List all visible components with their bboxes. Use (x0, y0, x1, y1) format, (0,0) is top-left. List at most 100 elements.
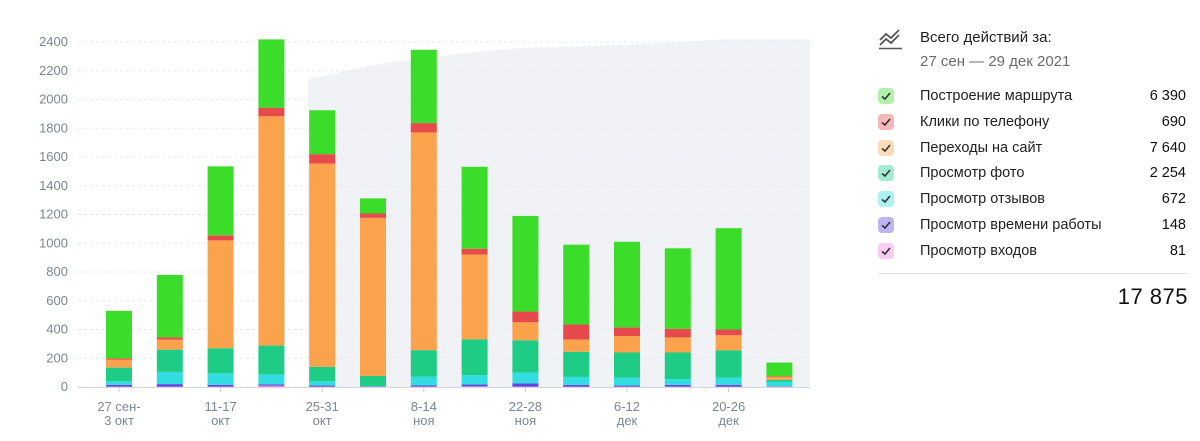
bar-segment (664, 328, 691, 338)
legend-label: Построение маршрута (920, 88, 1073, 104)
bar-segment (614, 335, 640, 353)
checkbox-checked-icon[interactable] (878, 88, 894, 104)
x-tick-label: ноя (413, 413, 434, 428)
bar-segment (156, 349, 183, 372)
bar-segment (461, 384, 488, 387)
bar-segment (106, 310, 132, 359)
legend-item-phone-clicks[interactable]: Клики по телефону 690 (878, 112, 1188, 138)
bar-segment (614, 385, 640, 387)
bar-segment (309, 110, 336, 155)
bar-segment (106, 381, 132, 385)
bar-segment (614, 352, 640, 378)
x-tick-label: 11-17 (204, 399, 236, 414)
legend-value: 2 254 (1149, 165, 1186, 182)
bar-segment (664, 352, 691, 380)
bar-segment (563, 339, 590, 352)
bar-segment (512, 372, 539, 384)
x-tick-label: 20-26 (712, 399, 745, 414)
bar-segment (309, 163, 336, 367)
bar-segment (106, 359, 132, 368)
bar-segment (258, 385, 285, 387)
bar-segment (309, 366, 336, 382)
bar-segment (563, 244, 590, 325)
checkbox-checked-icon[interactable] (878, 191, 894, 208)
bar-segment (563, 384, 590, 387)
legend-item-review-views[interactable]: Просмотр отзывов 672 (878, 189, 1188, 215)
bar-segment (156, 384, 183, 387)
bar-segment (512, 340, 539, 373)
y-tick-label: 2200 (39, 63, 68, 78)
bar-segment (360, 198, 386, 214)
checkbox-checked-icon[interactable] (878, 165, 894, 182)
bar-segment (461, 375, 488, 385)
bar-segment (258, 384, 285, 386)
bar-segment (258, 345, 285, 375)
bar-segment (766, 379, 793, 382)
bar-segment (156, 274, 183, 338)
legend-item-route[interactable]: Построение маршрута 6 390 (878, 86, 1188, 112)
chart-svg: 0 200 400 600 800 1000 1200 1400 1600 1800 2000 220… (39, 34, 810, 428)
bar-segment (410, 49, 437, 124)
bar-segment (106, 384, 132, 387)
bar-segment (410, 123, 437, 133)
bar-segment (360, 217, 386, 376)
legend-label: Просмотр отзывов (920, 191, 1046, 208)
bar-segment (207, 373, 234, 385)
summary-panel: Всего действий за: 27 сен — 29 дек 2021 … (878, 26, 1190, 309)
divider (878, 273, 1188, 274)
legend-label: Просмотр фото (920, 165, 1025, 182)
stacked-bar-chart: 0 200 400 600 800 1000 1200 1400 1600 1800 2000 220… (39, 34, 810, 428)
checkbox-checked-icon[interactable] (878, 216, 894, 233)
y-tick-label: 2000 (39, 92, 68, 107)
bar-segment (156, 339, 183, 350)
bar-segment (461, 248, 488, 255)
bar-segment (715, 228, 742, 330)
summary-title: Всего действий за: (920, 29, 1052, 46)
bar-segment (614, 377, 640, 386)
legend-list: Построение маршрута 6 390 Клики по телеф… (878, 86, 1188, 267)
y-tick-label: 2400 (39, 34, 68, 49)
bar-segment (664, 384, 691, 387)
bar-segment (715, 335, 742, 351)
bar-segment (512, 322, 539, 341)
x-tick-label: 25-31 (306, 399, 339, 414)
x-tick-label: ноя (515, 413, 536, 428)
bar-segment (563, 376, 590, 385)
bar-segment (207, 166, 234, 236)
bar-segment (512, 311, 539, 323)
x-tick-label: 27 сен- (97, 399, 140, 414)
bar-segment (512, 215, 539, 312)
bar-segment (309, 381, 336, 386)
bar-segment (258, 39, 285, 108)
bar-segment (512, 383, 539, 387)
checkbox-checked-icon[interactable] (878, 242, 894, 259)
x-tick-label: дек (718, 413, 739, 428)
bar-segment (664, 248, 691, 329)
bar-segment (664, 337, 691, 353)
legend-item-hours-views[interactable]: Просмотр времени работы 148 (878, 215, 1188, 241)
bar-segment (410, 385, 437, 387)
x-tick-label: 3 окт (104, 413, 134, 428)
checkbox-checked-icon[interactable] (878, 139, 894, 156)
y-tick-label: 800 (46, 264, 68, 279)
bar-segment (207, 240, 234, 349)
bar-segment (106, 367, 132, 382)
legend-value: 81 (1169, 242, 1186, 259)
x-tick-label: 8-14 (411, 399, 437, 414)
legend-item-site-visits[interactable]: Переходы на сайт 7 640 (878, 138, 1188, 164)
bar-segment (156, 371, 183, 385)
legend-item-entrance-views[interactable]: Просмотр входов 81 (878, 241, 1188, 267)
checkbox-checked-icon[interactable] (878, 113, 894, 130)
bar-segment (461, 339, 488, 376)
bar-segment (106, 358, 132, 360)
bar-segment (766, 376, 793, 380)
bar-segment (360, 213, 386, 218)
legend-item-photo-views[interactable]: Просмотр фото 2 254 (878, 163, 1188, 189)
bar-segment (715, 377, 742, 385)
bar-segment (258, 116, 285, 346)
trend-chart-icon (878, 28, 904, 50)
bar-segment (258, 374, 285, 385)
legend-value: 672 (1161, 191, 1186, 208)
bar-segment (766, 381, 793, 387)
bar-segment (461, 166, 488, 249)
